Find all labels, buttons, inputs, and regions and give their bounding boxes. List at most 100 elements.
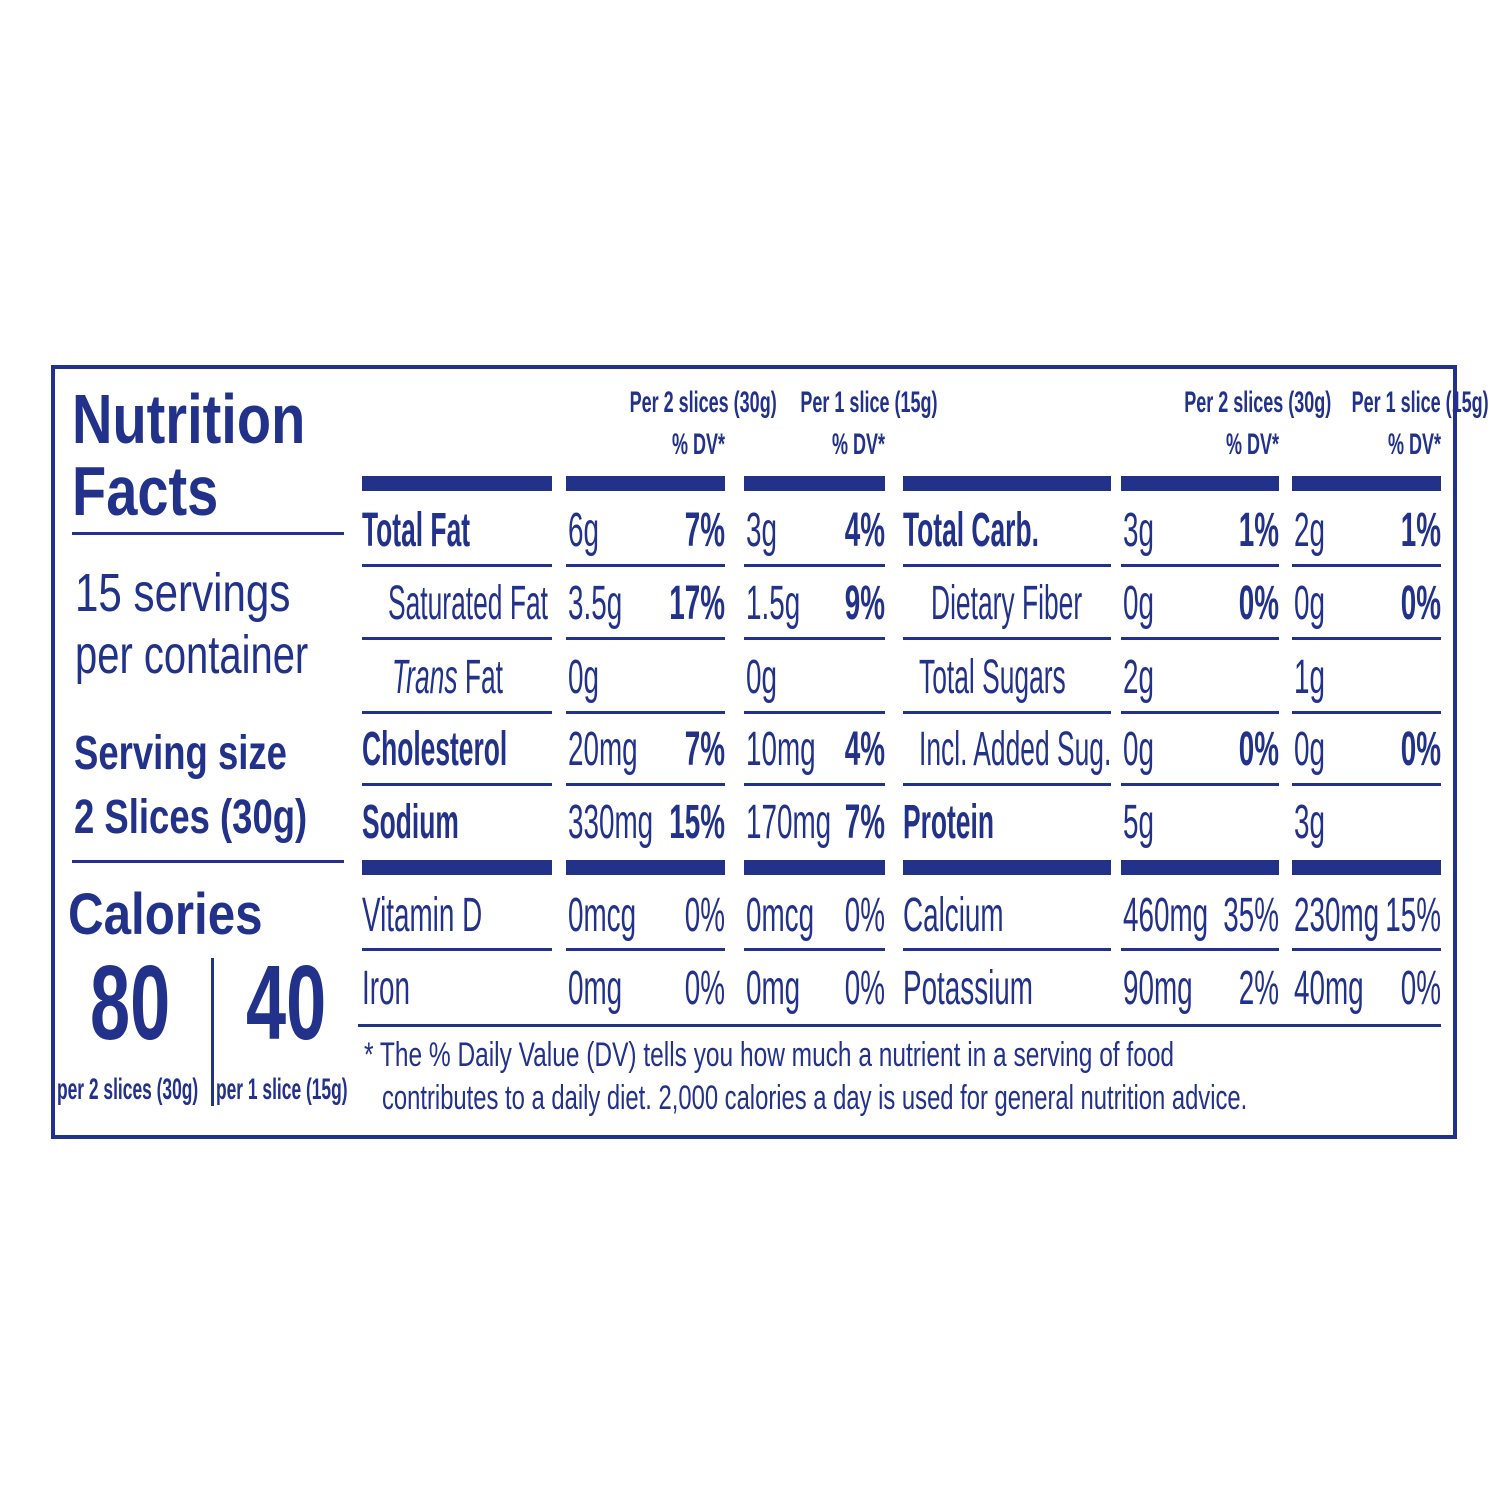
row-rule (903, 783, 1111, 786)
nutrient-label: Total Sugars (919, 654, 1066, 702)
daily-value: 1% (1355, 507, 1441, 555)
amount: 3g (1294, 799, 1325, 847)
amount-text: 0g (1123, 577, 1154, 630)
serving-size-label: Serving size (74, 730, 287, 778)
row-rule (744, 711, 885, 714)
daily-value-text: 17% (669, 577, 725, 630)
amount-text: 10mg (746, 723, 816, 776)
label-rest: Fat (457, 651, 504, 704)
nutrient-label-text: Saturated Fat (388, 577, 548, 630)
divider (72, 532, 344, 535)
nutrient-label: Dietary Fiber (931, 580, 1082, 628)
mineral-label: Calcium (903, 892, 1004, 940)
daily-value: 7% (803, 799, 885, 847)
daily-value: 0% (633, 965, 725, 1013)
nutrient-label-text: Trans Fat (392, 651, 503, 704)
amount: 2g (1123, 654, 1154, 702)
amount: 0g (1123, 726, 1154, 774)
serving-size-label-text: Serving size (74, 727, 287, 780)
amount: 2g (1294, 507, 1325, 555)
amount-text: 0g (568, 651, 599, 704)
title-text: Facts (72, 452, 219, 530)
nutrient-label: Incl. Added Sug. (919, 726, 1111, 774)
daily-value: 4% (803, 726, 885, 774)
row-rule (1292, 783, 1441, 786)
footnote-text: contributes to a daily diet. 2,000 calor… (382, 1079, 1248, 1117)
daily-value-text: 9% (844, 577, 885, 630)
nutrient-label: Protein (903, 799, 994, 847)
amount: 460mg (1123, 892, 1208, 940)
servings-line2: per container (75, 628, 308, 682)
daily-value-text: 0% (1400, 962, 1441, 1015)
nutrient-label-text: Total Fat (362, 504, 471, 557)
amount-text: 0mg (746, 962, 801, 1015)
row-rule (744, 564, 885, 567)
amount-text: 3g (746, 504, 777, 557)
row-rule (744, 783, 885, 786)
nutrition-facts-panel (51, 365, 1457, 1139)
daily-value-text: 7% (844, 796, 885, 849)
amount: 0g (1294, 726, 1325, 774)
amount: 0mcg (746, 892, 814, 940)
amount-text: 0mcg (568, 889, 637, 942)
row-rule (362, 711, 552, 714)
daily-value-text: 15% (669, 796, 725, 849)
mineral-label-text: Potassium (903, 962, 1033, 1015)
amount: 1.5g (746, 580, 800, 628)
row-rule (1121, 783, 1279, 786)
amount: 0g (568, 654, 599, 702)
serving-size-value: 2 Slices (30g) (74, 794, 307, 842)
daily-value: 15% (633, 799, 725, 847)
amount-text: 90mg (1123, 962, 1193, 1015)
amount: 3g (746, 507, 777, 555)
daily-value-text: 7% (684, 723, 725, 776)
thick-rule (566, 476, 725, 491)
footnote-text: * The % Daily Value (DV) tells you how m… (364, 1036, 1175, 1074)
daily-value: 0% (1355, 580, 1441, 628)
nutrient-label-text: Total Sugars (919, 651, 1066, 704)
row-rule (744, 637, 885, 640)
amount: 0g (1123, 580, 1154, 628)
amount-text: 0g (1294, 723, 1325, 776)
amount: 230mg (1294, 892, 1379, 940)
daily-value: 0% (803, 965, 885, 1013)
nutrient-label: Total Carb. (903, 507, 1039, 555)
amount: 0mcg (568, 892, 636, 940)
amount-text: 3.5g (568, 577, 623, 630)
daily-value-text: 35% (1223, 889, 1279, 942)
amount-text: 0g (1294, 577, 1325, 630)
amount-text: 0g (1123, 723, 1154, 776)
daily-value-text: 1% (1400, 504, 1441, 557)
title-text: Nutrition (72, 380, 306, 458)
calories-label: Calories (68, 886, 263, 944)
thick-rule (1121, 860, 1279, 875)
amount-text: 5g (1123, 796, 1154, 849)
calories-sub-text: per 1 slice (15g) (216, 1073, 348, 1106)
row-rule (744, 948, 885, 951)
daily-value: 0% (1187, 726, 1279, 774)
title-line1: Nutrition (72, 384, 305, 454)
row-rule (903, 637, 1111, 640)
nutrient-label: Saturated Fat (388, 580, 548, 628)
mineral-label-text: Iron (362, 962, 410, 1015)
amount: 0mg (746, 965, 800, 1013)
thick-rule (744, 476, 885, 491)
amount: 1g (1294, 654, 1325, 702)
calories-value: 40 (246, 944, 327, 1062)
footnote-line2: contributes to a daily diet. 2,000 calor… (382, 1081, 1247, 1115)
thick-rule (1121, 476, 1279, 491)
row-rule (362, 783, 552, 786)
row-rule (566, 637, 725, 640)
nutrient-label: Sodium (362, 799, 459, 847)
daily-value: 9% (803, 580, 885, 628)
nutrient-label: Trans Fat (392, 654, 503, 702)
column-header-text: Per 2 slices (30g) (1184, 386, 1332, 419)
calories-value: 80 (90, 944, 171, 1062)
amount-text: 3g (1294, 796, 1325, 849)
mineral-label: Iron (362, 965, 410, 1013)
row-rule (566, 783, 725, 786)
nutrient-label-text: Incl. Added Sug. (919, 723, 1112, 776)
row-rule (903, 948, 1111, 951)
title-line2: Facts (72, 456, 218, 526)
column-header-text: Per 1 slice (15g) (1351, 386, 1489, 419)
